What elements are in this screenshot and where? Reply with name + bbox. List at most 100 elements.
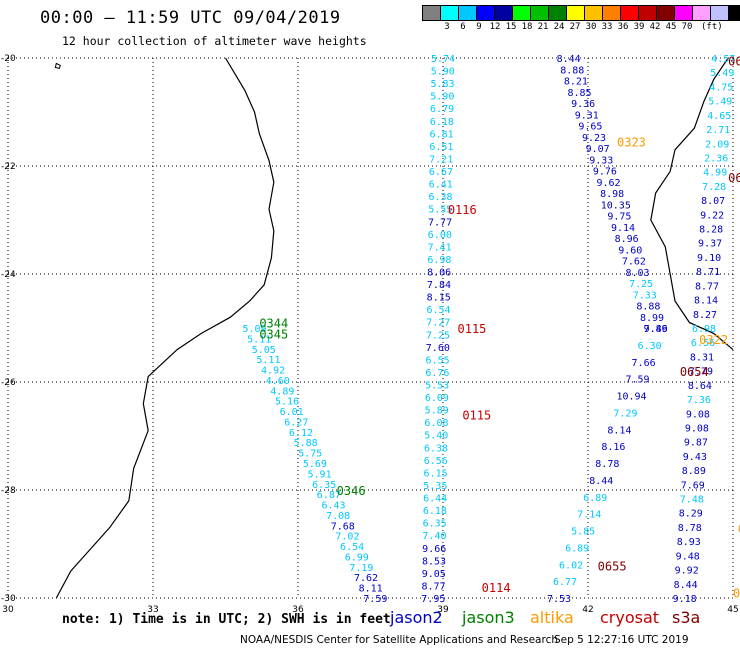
wave-height-value: 7.48	[680, 495, 704, 506]
wave-height-value: 8.27	[693, 310, 717, 321]
wave-height-value: 4.75	[709, 82, 733, 93]
wave-height-value: 7.59	[363, 594, 387, 605]
wave-height-value: 5.69	[303, 459, 327, 470]
wave-height-value: 8.16	[601, 442, 625, 453]
wave-height-value: 8.77	[695, 281, 719, 292]
wave-height-value: 5.11	[256, 355, 280, 366]
wave-height-value: 6.18	[430, 117, 454, 128]
altimeter-tracks: 5.095.115.055.114.924.604.895.166.016.27…	[242, 54, 735, 605]
wave-height-value: 8.11	[359, 584, 383, 595]
y-axis-label: -26	[1, 378, 16, 388]
wave-height-value: 7.41	[428, 242, 452, 253]
wave-height-value: 9.18	[673, 594, 697, 605]
wave-height-value: 8.07	[701, 196, 725, 207]
footer-credit: NOAA/NESDIS Center for Satellite Applica…	[240, 634, 558, 646]
legend-tick-label: 21	[537, 22, 549, 32]
wave-height-value: 6.15	[424, 468, 448, 479]
legend-tick-label: 45	[665, 22, 677, 32]
x-axis-label: 33	[147, 605, 158, 615]
wave-height-value: 7.89	[644, 324, 668, 335]
wave-height-value: 8.14	[607, 425, 631, 436]
wave-height-value: 9.87	[684, 438, 708, 449]
wave-height-value: 9.05	[422, 569, 446, 580]
wave-height-value: 7.33	[633, 290, 657, 301]
coastline	[54, 57, 734, 599]
wave-height-value: 6.98	[692, 324, 716, 335]
wave-height-value: 4.92	[261, 366, 285, 377]
wave-height-value: 6.55	[426, 355, 450, 366]
wave-height-value: 8.88	[560, 65, 584, 76]
wave-height-value: 6.98	[427, 255, 451, 266]
x-axis-label: 42	[582, 605, 593, 615]
wave-height-value: 7.68	[331, 521, 355, 532]
wave-height-value: 9.37	[698, 239, 722, 250]
x-axis-label: 36	[292, 605, 304, 615]
pass-time-label: 0321	[738, 522, 740, 536]
pass-time-label: 0655	[598, 560, 627, 574]
legend-tick-label: 18	[521, 22, 533, 32]
wave-height-value: 8.89	[682, 466, 706, 477]
y-axis-label: -24	[1, 270, 16, 280]
pass-time-label: 0653	[728, 171, 740, 185]
wave-height-value: 8.44	[557, 54, 581, 65]
wave-height-value: 9.76	[593, 167, 617, 178]
wave-height-value: 5.05	[252, 345, 276, 356]
pass-time-label: 0653	[728, 55, 740, 69]
island	[54, 62, 61, 69]
wave-height-value: 4.60	[266, 376, 290, 387]
wave-height-value: 9.07	[586, 144, 610, 155]
wave-height-value: 8.29	[679, 509, 703, 520]
pass-time-label: 0114	[482, 581, 511, 595]
wave-height-value: 6.35	[312, 480, 336, 491]
wave-height-value: 6.30	[638, 341, 662, 352]
wave-height-value: 6.81	[430, 129, 454, 140]
wave-height-value: 6.79	[430, 104, 454, 115]
wave-height-value: 6.89	[583, 493, 607, 504]
wave-height-value: 2.09	[705, 139, 729, 150]
wave-height-value: 7.66	[632, 358, 656, 369]
wave-height-value: 9.22	[700, 210, 724, 221]
wave-height-value: 5.11	[247, 334, 271, 345]
wave-height-value: 9.08	[685, 423, 709, 434]
wave-height-value: 9.48	[676, 551, 700, 562]
legend-tick-label: 39	[633, 22, 645, 32]
wave-height-value: 6.00	[428, 230, 452, 241]
wave-height-value: 7.25	[426, 330, 450, 341]
wave-height-value: 5.55	[428, 205, 452, 216]
wave-height-value: 5.90	[431, 67, 455, 78]
wave-height-value: 4.57	[711, 54, 735, 65]
wave-height-value: 8.21	[564, 77, 588, 88]
wave-height-value: 7.29	[613, 408, 637, 419]
madagascar-coastline	[650, 57, 734, 351]
wave-height-value: 2.36	[704, 153, 728, 164]
legend-tick-label: 15	[505, 22, 517, 32]
wave-height-value: 6.87	[317, 490, 341, 501]
wave-height-value: 6.01	[280, 407, 304, 418]
pass-time-label: 0116	[448, 203, 477, 217]
legend-tick-label: 24	[553, 22, 565, 32]
wave-height-value: 6.54	[340, 542, 364, 553]
wave-height-value: 9.23	[582, 133, 606, 144]
legend-jason2: jason2	[390, 608, 443, 627]
wave-height-value: 8.71	[696, 267, 720, 278]
africa-coastline	[55, 57, 275, 599]
wave-height-value: 5.35	[423, 481, 447, 492]
wave-height-value: 9.33	[589, 155, 613, 166]
wave-height-value: 9.75	[607, 212, 631, 223]
wave-height-value: 7.25	[629, 279, 653, 290]
wave-height-value: 6.99	[345, 552, 369, 563]
legend-tick-label: 12	[489, 22, 501, 32]
wave-height-value: 5.09	[242, 324, 266, 335]
y-axis-label: -22	[1, 162, 16, 172]
wave-height-value: 8.44	[674, 580, 698, 591]
wave-height-value: 8.98	[600, 189, 624, 200]
wave-height-value: 7.62	[622, 257, 646, 268]
wave-height-value: 7.21	[429, 154, 453, 165]
axis-labels: 30 33 36 39 42 45 -20 -22 -24 -26 -28 -30	[1, 54, 739, 615]
x-axis-label: 45	[727, 605, 738, 615]
wave-height-value: 8.15	[427, 293, 451, 304]
wave-height-value: 7.59	[625, 375, 649, 386]
wave-height-value: 7.27	[426, 318, 450, 329]
wave-height-value: 6.02	[559, 560, 583, 571]
